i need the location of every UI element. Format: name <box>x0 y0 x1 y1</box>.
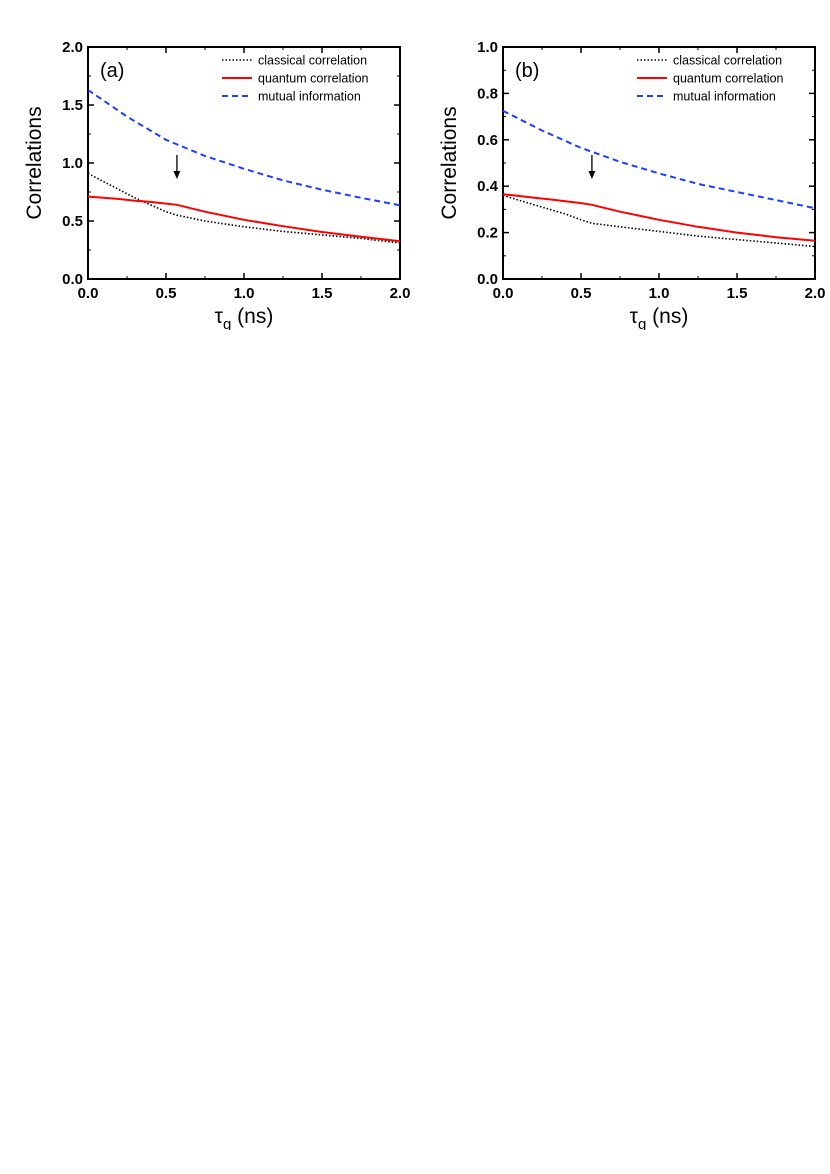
chart-b-svg: 0.0 0.5 1.0 1.5 2.0 0.0 0.2 0.4 0.6 0.8 1.0 Correla… <box>438 39 826 333</box>
legend-entry: classical correlation <box>673 54 782 68</box>
y-tick-label: 1.0 <box>477 39 498 56</box>
x-axis-title: τg (ns) <box>215 305 274 330</box>
series-line-quantum-correlation <box>502 193 816 242</box>
legend-entry: mutual information <box>673 90 776 104</box>
x-tick-label: 1.5 <box>727 285 748 302</box>
panel-label: (a) <box>100 60 124 82</box>
chart-panel-b: 0.0 0.5 1.0 1.5 2.0 0.0 0.2 0.4 0.6 0.8 1.0 Correla… <box>415 30 830 333</box>
y-tick-label: 1.5 <box>62 97 83 114</box>
y-tick-label: 0.0 <box>477 271 498 288</box>
series-line-quantum-correlation <box>87 195 401 243</box>
x-tick-label: 1.0 <box>649 285 670 302</box>
legend-entry: mutual information <box>258 90 361 104</box>
y-axis-title: Correlations <box>23 106 46 219</box>
x-tick-label: 1.5 <box>312 285 333 302</box>
annotation-arrow-head <box>173 171 181 179</box>
x-tick-label: 0.0 <box>78 285 99 302</box>
annotation-arrow-head <box>588 171 596 179</box>
panel-label: (b) <box>515 60 539 82</box>
x-tick-label: 0.0 <box>493 285 514 302</box>
chart-panel-a: 0.0 0.5 1.0 1.5 2.0 0.0 0.5 1.0 1.5 2.0 Correlatio… <box>0 30 415 333</box>
y-tick-label: 2.0 <box>62 39 83 56</box>
series-line-classical-correlation <box>502 194 816 248</box>
x-axis-unit: (ns) <box>646 305 688 328</box>
series-line-classical-correlation <box>87 172 401 244</box>
x-axis-symbol: τ <box>215 305 224 328</box>
x-tick-label: 1.0 <box>234 285 255 302</box>
series-line-mutual-information <box>87 89 401 207</box>
x-tick-label: 0.5 <box>156 285 177 302</box>
legend-entry: classical correlation <box>258 54 367 68</box>
x-axis-unit: (ns) <box>231 305 273 328</box>
legend-entry: quantum correlation <box>258 72 369 86</box>
y-tick-label: 0.4 <box>477 178 499 195</box>
y-tick-label: 1.0 <box>62 155 83 172</box>
y-axis-title: Correlations <box>438 106 461 219</box>
y-tick-label: 0.8 <box>477 85 498 102</box>
series-line-mutual-information <box>502 109 816 210</box>
y-tick-label: 0.2 <box>477 225 498 242</box>
chart-a-svg: 0.0 0.5 1.0 1.5 2.0 0.0 0.5 1.0 1.5 2.0 Correlatio… <box>23 39 411 333</box>
x-tick-label: 0.5 <box>571 285 592 302</box>
y-tick-label: 0.6 <box>477 132 498 149</box>
x-tick-label: 2.0 <box>390 285 411 302</box>
x-axis-subscript: g <box>223 316 231 330</box>
x-tick-label: 2.0 <box>805 285 826 302</box>
legend-entry: quantum correlation <box>673 72 784 86</box>
x-axis-title: τg (ns) <box>630 305 689 330</box>
x-axis-symbol: τ <box>630 305 639 328</box>
y-tick-label: 0.0 <box>62 271 83 288</box>
x-axis-subscript: g <box>638 316 646 330</box>
y-tick-label: 0.5 <box>62 213 83 230</box>
